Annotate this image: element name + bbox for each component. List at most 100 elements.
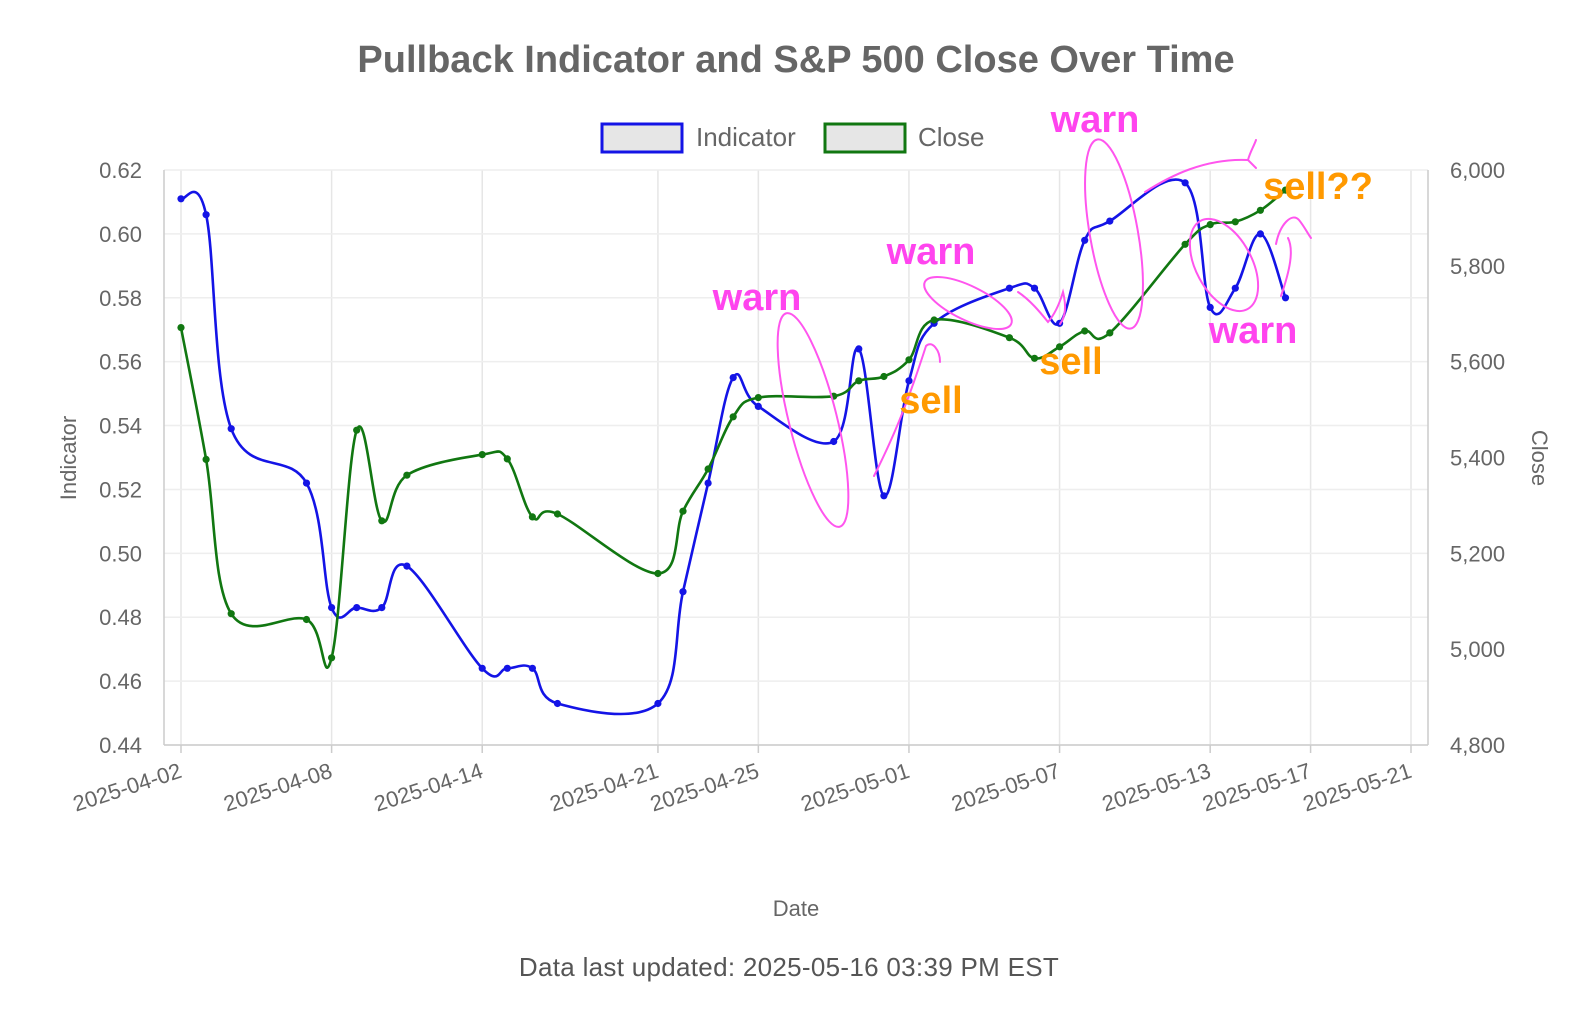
annotation-warn-2: warn — [886, 231, 976, 273]
data-point-indicator[interactable] — [1081, 236, 1089, 244]
annotation-stroke-1 — [1017, 288, 1066, 325]
y-left-tick-label: 0.48 — [99, 605, 142, 630]
y-right-tick-label: 5,800 — [1450, 254, 1505, 279]
data-point-close[interactable] — [855, 377, 863, 385]
data-point-indicator[interactable] — [1206, 303, 1214, 311]
x-tick-label: 2025-04-02 — [70, 758, 185, 817]
x-tick-label: 2025-05-07 — [948, 758, 1063, 817]
data-point-close[interactable] — [302, 615, 311, 624]
data-point-close[interactable] — [704, 465, 712, 473]
data-point-close[interactable] — [177, 324, 185, 332]
data-point-close[interactable] — [202, 455, 210, 463]
legend-item-indicator[interactable]: Indicator — [600, 122, 796, 154]
data-point-close[interactable] — [654, 569, 662, 578]
data-point-indicator[interactable] — [328, 604, 336, 612]
data-point-indicator[interactable] — [1030, 284, 1039, 292]
y-axis-right-label: Close — [1527, 430, 1552, 486]
annotation-sell-3: sell?? — [1263, 166, 1373, 208]
data-point-indicator[interactable] — [1256, 230, 1264, 238]
data-point-indicator[interactable] — [704, 479, 712, 487]
y-grid — [164, 169, 1428, 746]
data-point-indicator[interactable] — [1181, 179, 1189, 187]
x-tick-label: 2025-04-21 — [547, 758, 662, 817]
legend[interactable]: Indicator Close — [600, 122, 984, 154]
annotation-arrow-2 — [1144, 139, 1257, 193]
x-grid — [180, 170, 1412, 745]
data-point-indicator[interactable] — [830, 437, 838, 446]
data-point-indicator[interactable] — [528, 664, 537, 672]
data-point-indicator[interactable] — [855, 345, 863, 353]
y-right-tick-label: 5,400 — [1450, 446, 1505, 471]
data-point-indicator[interactable] — [353, 604, 361, 612]
data-point-indicator[interactable] — [478, 664, 486, 672]
series-lines — [179, 178, 1287, 716]
legend-item-close[interactable]: Close — [823, 122, 984, 154]
data-point-close[interactable] — [930, 316, 938, 324]
data-point-indicator[interactable] — [1005, 284, 1014, 292]
y-axis-left-label: Indicator — [56, 416, 81, 500]
data-point-close[interactable] — [528, 513, 537, 521]
data-point-indicator[interactable] — [1281, 294, 1290, 302]
annotation-sell-1: sell — [899, 380, 962, 422]
data-point-close[interactable] — [729, 413, 737, 421]
x-tick-label: 2025-04-14 — [371, 758, 486, 817]
annotation-circle-4 — [1188, 217, 1260, 313]
data-point-indicator[interactable] — [729, 374, 737, 382]
data-point-close[interactable] — [503, 455, 511, 463]
data-point-close[interactable] — [754, 394, 762, 402]
annotation-circle-2 — [923, 275, 1013, 331]
data-point-close[interactable] — [1081, 327, 1089, 335]
data-point-close[interactable] — [1056, 343, 1064, 351]
y-left-tick-label: 0.56 — [99, 350, 142, 375]
data-point-close[interactable] — [478, 451, 486, 459]
annotation-circle-1 — [776, 312, 850, 528]
x-tick-label: 2025-05-17 — [1199, 758, 1314, 817]
data-point-indicator[interactable] — [403, 562, 411, 570]
data-point-indicator[interactable] — [503, 664, 511, 672]
x-tick-label: 2025-04-08 — [220, 758, 335, 817]
x-tick-label: 2025-05-13 — [1099, 758, 1214, 817]
annotation-arrow-3 — [1275, 216, 1312, 245]
data-point-indicator[interactable] — [378, 604, 386, 612]
data-point-close[interactable] — [227, 610, 235, 618]
x-tick-label: 2025-05-01 — [798, 758, 913, 817]
data-point-indicator[interactable] — [177, 195, 185, 203]
data-point-close[interactable] — [1281, 186, 1290, 194]
data-point-indicator[interactable] — [754, 402, 762, 410]
data-point-indicator[interactable] — [905, 377, 913, 385]
data-point-close[interactable] — [1030, 354, 1039, 362]
y-right-tick-label: 4,800 — [1450, 733, 1505, 758]
data-point-close[interactable] — [1181, 240, 1189, 248]
data-point-close[interactable] — [1256, 206, 1264, 214]
y-left-tick-label: 0.50 — [99, 541, 142, 566]
data-point-close[interactable] — [1005, 334, 1014, 342]
data-point-close[interactable] — [378, 517, 386, 525]
data-point-close[interactable] — [1231, 218, 1239, 226]
data-point-close[interactable] — [353, 426, 361, 434]
data-point-indicator[interactable] — [1106, 217, 1114, 225]
y-axis-left-ticks: 0.44 0.46 0.48 0.50 0.52 0.54 0.56 0.58 0.60 0.62 — [99, 158, 142, 758]
chart-title: Pullback Indicator and S&P 500 Close Ove… — [357, 39, 1234, 81]
y-left-tick-label: 0.62 — [99, 158, 142, 183]
data-point-close[interactable] — [1106, 329, 1114, 337]
data-point-close[interactable] — [403, 471, 411, 479]
y-axis-right-ticks: 4,800 5,000 5,200 5,400 5,600 5,800 6,000 — [1450, 158, 1505, 758]
y-left-tick-label: 0.60 — [99, 222, 142, 247]
data-point-close[interactable] — [1206, 221, 1214, 229]
data-point-indicator[interactable] — [227, 425, 235, 433]
data-point-close[interactable] — [880, 372, 888, 381]
data-point-indicator[interactable] — [1231, 284, 1239, 292]
data-point-close[interactable] — [679, 507, 687, 515]
data-point-indicator[interactable] — [202, 211, 210, 219]
x-axis-label: Date — [773, 896, 819, 921]
data-point-indicator[interactable] — [302, 479, 311, 487]
data-point-indicator[interactable] — [679, 588, 687, 596]
y-right-tick-label: 6,000 — [1450, 158, 1505, 183]
data-point-indicator[interactable] — [880, 492, 888, 500]
data-point-indicator[interactable] — [553, 699, 562, 708]
data-point-close[interactable] — [553, 510, 562, 518]
data-point-indicator[interactable] — [654, 699, 662, 708]
data-point-close[interactable] — [905, 356, 913, 364]
data-point-close[interactable] — [328, 654, 336, 662]
